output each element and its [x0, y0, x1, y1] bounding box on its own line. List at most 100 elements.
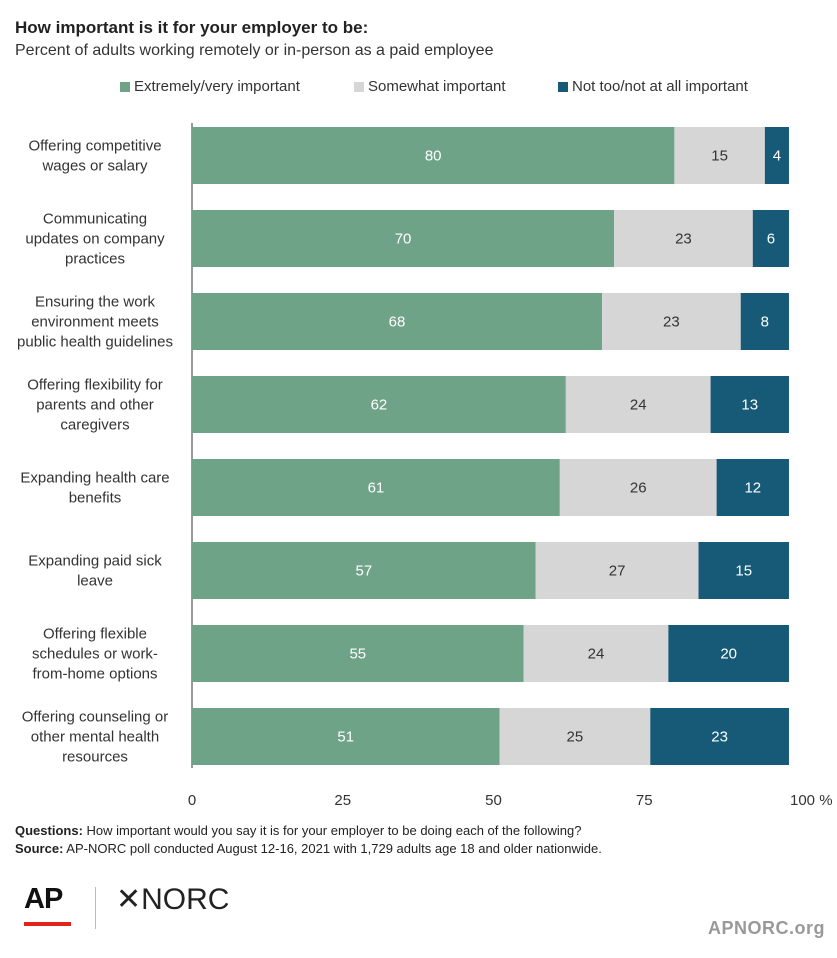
bar-segment — [764, 127, 789, 184]
category-label: updates on company — [25, 231, 165, 248]
bar-segment — [192, 210, 615, 267]
bar-segment — [559, 459, 717, 516]
data-label: 68 — [389, 314, 406, 331]
legend-item-not-too: Not too/not at all important — [558, 78, 748, 95]
bar-segment — [192, 293, 603, 350]
x-tick-label: 25 — [334, 792, 351, 809]
category-label: parents and other — [36, 397, 154, 414]
data-label: 57 — [356, 563, 373, 580]
data-label: 23 — [675, 231, 692, 248]
category-label: wages or salary — [41, 158, 148, 175]
bar-segment — [192, 542, 536, 599]
data-label: 62 — [371, 397, 388, 414]
data-label: 80 — [425, 148, 442, 165]
norc-logo: ✕NORC — [116, 883, 230, 916]
data-label: 15 — [711, 148, 728, 165]
category-label: Expanding paid sick — [28, 553, 162, 570]
bar-segment — [740, 293, 789, 350]
bar-segment — [674, 127, 765, 184]
data-label: 12 — [744, 480, 761, 497]
chart-subtitle: Percent of adults working remotely or in… — [15, 42, 494, 59]
legend-label: Somewhat important — [368, 78, 506, 95]
data-label: 70 — [395, 231, 412, 248]
legend-item-extremely-very: Extremely/very important — [120, 78, 300, 95]
bar-segment — [535, 542, 699, 599]
bar-segment — [650, 708, 789, 765]
bar-segment — [192, 376, 566, 433]
data-label: 15 — [735, 563, 752, 580]
chart-title: How important is it for your employer to… — [15, 18, 369, 37]
bar-segment — [192, 625, 524, 682]
category-label: resources — [62, 749, 128, 766]
data-label: 27 — [609, 563, 626, 580]
chart-notes: Questions: How important would you say i… — [15, 822, 602, 858]
category-label: benefits — [69, 490, 122, 507]
data-label: 20 — [720, 646, 737, 663]
data-label: 4 — [773, 148, 781, 165]
data-label: 24 — [588, 646, 605, 663]
legend-swatch — [354, 81, 364, 92]
data-label: 6 — [767, 231, 775, 248]
x-tick-label: 75 — [636, 792, 653, 809]
category-label: other mental health — [31, 729, 159, 746]
data-label: 13 — [741, 397, 758, 414]
data-label: 51 — [337, 729, 354, 746]
bar-segment — [192, 459, 560, 516]
questions-label: Questions: — [15, 823, 83, 838]
bar-segment — [192, 127, 675, 184]
legend: Extremely/very important Somewhat import… — [0, 78, 837, 100]
data-label: 26 — [630, 480, 647, 497]
bar-segment — [523, 625, 669, 682]
x-tick-label: 50 — [485, 792, 502, 809]
legend-swatch — [120, 81, 130, 92]
bar-segment — [499, 708, 651, 765]
data-label: 23 — [663, 314, 680, 331]
category-label: Expanding health care — [20, 470, 169, 487]
category-label: public health guidelines — [17, 334, 173, 351]
ap-logo-underline — [24, 922, 71, 926]
logo-divider — [95, 887, 96, 929]
source-text: AP-NORC poll conducted August 12-16, 202… — [63, 841, 602, 856]
bar-segment — [752, 210, 789, 267]
ap-logo: AP — [24, 884, 74, 926]
category-label: Ensuring the work — [35, 294, 156, 311]
category-label: schedules or work- — [32, 646, 158, 663]
category-label: environment meets — [31, 314, 159, 331]
data-label: 61 — [368, 480, 385, 497]
bar-segment — [716, 459, 789, 516]
category-label: Offering flexibility for — [27, 377, 163, 394]
data-label: 8 — [761, 314, 769, 331]
category-label: Communicating — [43, 211, 147, 228]
data-label: 24 — [630, 397, 647, 414]
legend-label: Extremely/very important — [134, 78, 300, 95]
category-label: from-home options — [32, 666, 157, 683]
bar-segment — [614, 210, 753, 267]
category-label: caregivers — [60, 417, 129, 434]
bar-segment — [698, 542, 789, 599]
category-label: practices — [65, 251, 125, 268]
category-label: leave — [77, 573, 113, 590]
source-label: Source: — [15, 841, 64, 856]
category-label: Offering flexible — [43, 626, 147, 643]
site-url: APNORC.org — [708, 918, 825, 938]
bar-segment — [565, 376, 711, 433]
x-tick-label: 0 — [188, 792, 196, 809]
category-label: Offering counseling or — [22, 709, 168, 726]
questions-note: Questions: How important would you say i… — [15, 822, 602, 840]
bar-segment — [668, 625, 789, 682]
ap-logo-text: AP — [24, 883, 63, 915]
data-label: 23 — [711, 729, 728, 746]
bar-segment — [602, 293, 741, 350]
source-note: Source: AP-NORC poll conducted August 12… — [15, 840, 602, 858]
data-label: 55 — [349, 646, 366, 663]
data-label: 25 — [567, 729, 584, 746]
legend-swatch — [558, 81, 568, 92]
legend-label: Not too/not at all important — [572, 78, 748, 95]
category-label: Offering competitive — [28, 138, 161, 155]
x-tick-label: 100 % — [790, 792, 833, 809]
questions-text: How important would you say it is for yo… — [82, 823, 582, 838]
legend-item-somewhat: Somewhat important — [354, 78, 506, 95]
bar-segment — [192, 708, 500, 765]
bar-segment — [710, 376, 789, 433]
